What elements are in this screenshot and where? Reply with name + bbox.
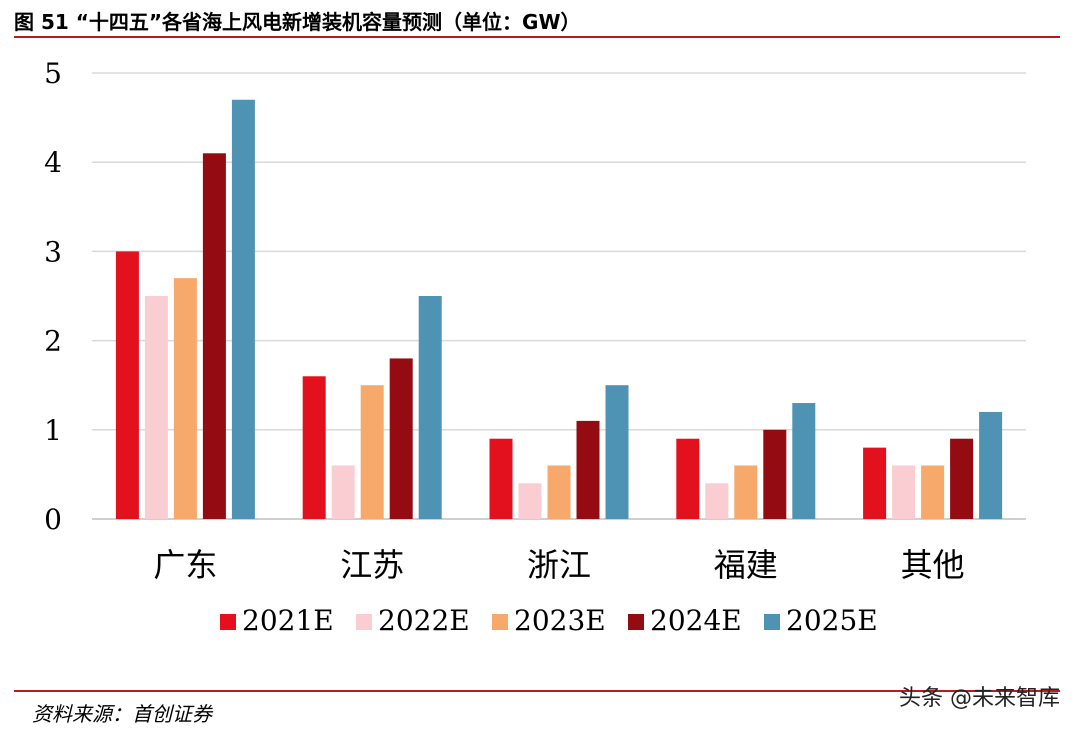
- bar-2025E-0: [231, 99, 255, 519]
- bar-2023E-2: [547, 465, 571, 519]
- bar-2025E-3: [792, 403, 816, 519]
- bar-2023E-1: [360, 385, 384, 519]
- x-category-label: 江苏: [340, 546, 404, 584]
- legend-label-2025E: 2025E: [786, 604, 878, 637]
- legend-swatch-2024E: [628, 614, 644, 630]
- y-tick-label: 1: [44, 414, 62, 447]
- x-category-label: 其他: [901, 546, 965, 584]
- bar-2024E-0: [202, 153, 226, 519]
- bar-2021E-0: [115, 251, 139, 519]
- legend-swatch-2021E: [220, 614, 236, 630]
- bar-2022E-2: [518, 483, 542, 519]
- legend-label-2024E: 2024E: [650, 604, 742, 637]
- x-category-label: 福建: [714, 546, 778, 584]
- x-axis-categories: 广东 江苏 浙江 福建 其他: [153, 546, 964, 584]
- legend-label-2023E: 2023E: [514, 604, 606, 637]
- legend-swatch-2025E: [764, 614, 780, 630]
- bar-2023E-0: [173, 278, 197, 519]
- source-note: 资料来源：首创证券: [32, 702, 212, 726]
- y-axis-ticks: 0 1 2 3 4 5: [44, 57, 62, 536]
- bar-2023E-3: [734, 465, 758, 519]
- y-tick-label: 3: [44, 235, 62, 268]
- bar-2022E-4: [892, 465, 916, 519]
- bar-2021E-1: [302, 376, 326, 519]
- y-tick-label: 4: [44, 146, 62, 179]
- bar-2021E-2: [489, 438, 513, 519]
- y-tick-label: 0: [44, 503, 62, 536]
- bar-2022E-3: [705, 483, 729, 519]
- y-tick-label: 5: [44, 57, 62, 90]
- legend-swatch-2023E: [492, 614, 508, 630]
- bars: [115, 99, 1003, 519]
- bar-2024E-2: [576, 420, 600, 519]
- legend-label-2022E: 2022E: [378, 604, 470, 637]
- x-category-label: 广东: [153, 546, 217, 584]
- bar-2023E-4: [921, 465, 945, 519]
- legend-swatch-2022E: [356, 614, 372, 630]
- bar-2025E-1: [418, 296, 442, 519]
- bar-2021E-3: [676, 438, 700, 519]
- figure-title: 图 51 “十四五”各省海上风电新增装机容量预测（单位：GW）: [14, 10, 581, 34]
- legend-label-2021E: 2021E: [242, 604, 334, 637]
- bar-2024E-3: [763, 429, 787, 519]
- bar-2021E-4: [863, 447, 887, 519]
- bar-2024E-4: [950, 438, 974, 519]
- bar-2022E-0: [144, 296, 168, 519]
- watermark: 头条 @未来智库: [899, 686, 1060, 711]
- bar-2022E-1: [331, 465, 355, 519]
- x-category-label: 浙江: [527, 546, 591, 584]
- footer-divider: [14, 690, 1060, 692]
- y-tick-label: 2: [44, 325, 62, 358]
- bar-2024E-1: [389, 358, 413, 519]
- bar-2025E-4: [979, 411, 1003, 519]
- legend: 2021E 2022E 2023E 2024E 2025E: [220, 604, 878, 637]
- title-divider: [14, 36, 1060, 38]
- bar-2025E-2: [605, 385, 629, 519]
